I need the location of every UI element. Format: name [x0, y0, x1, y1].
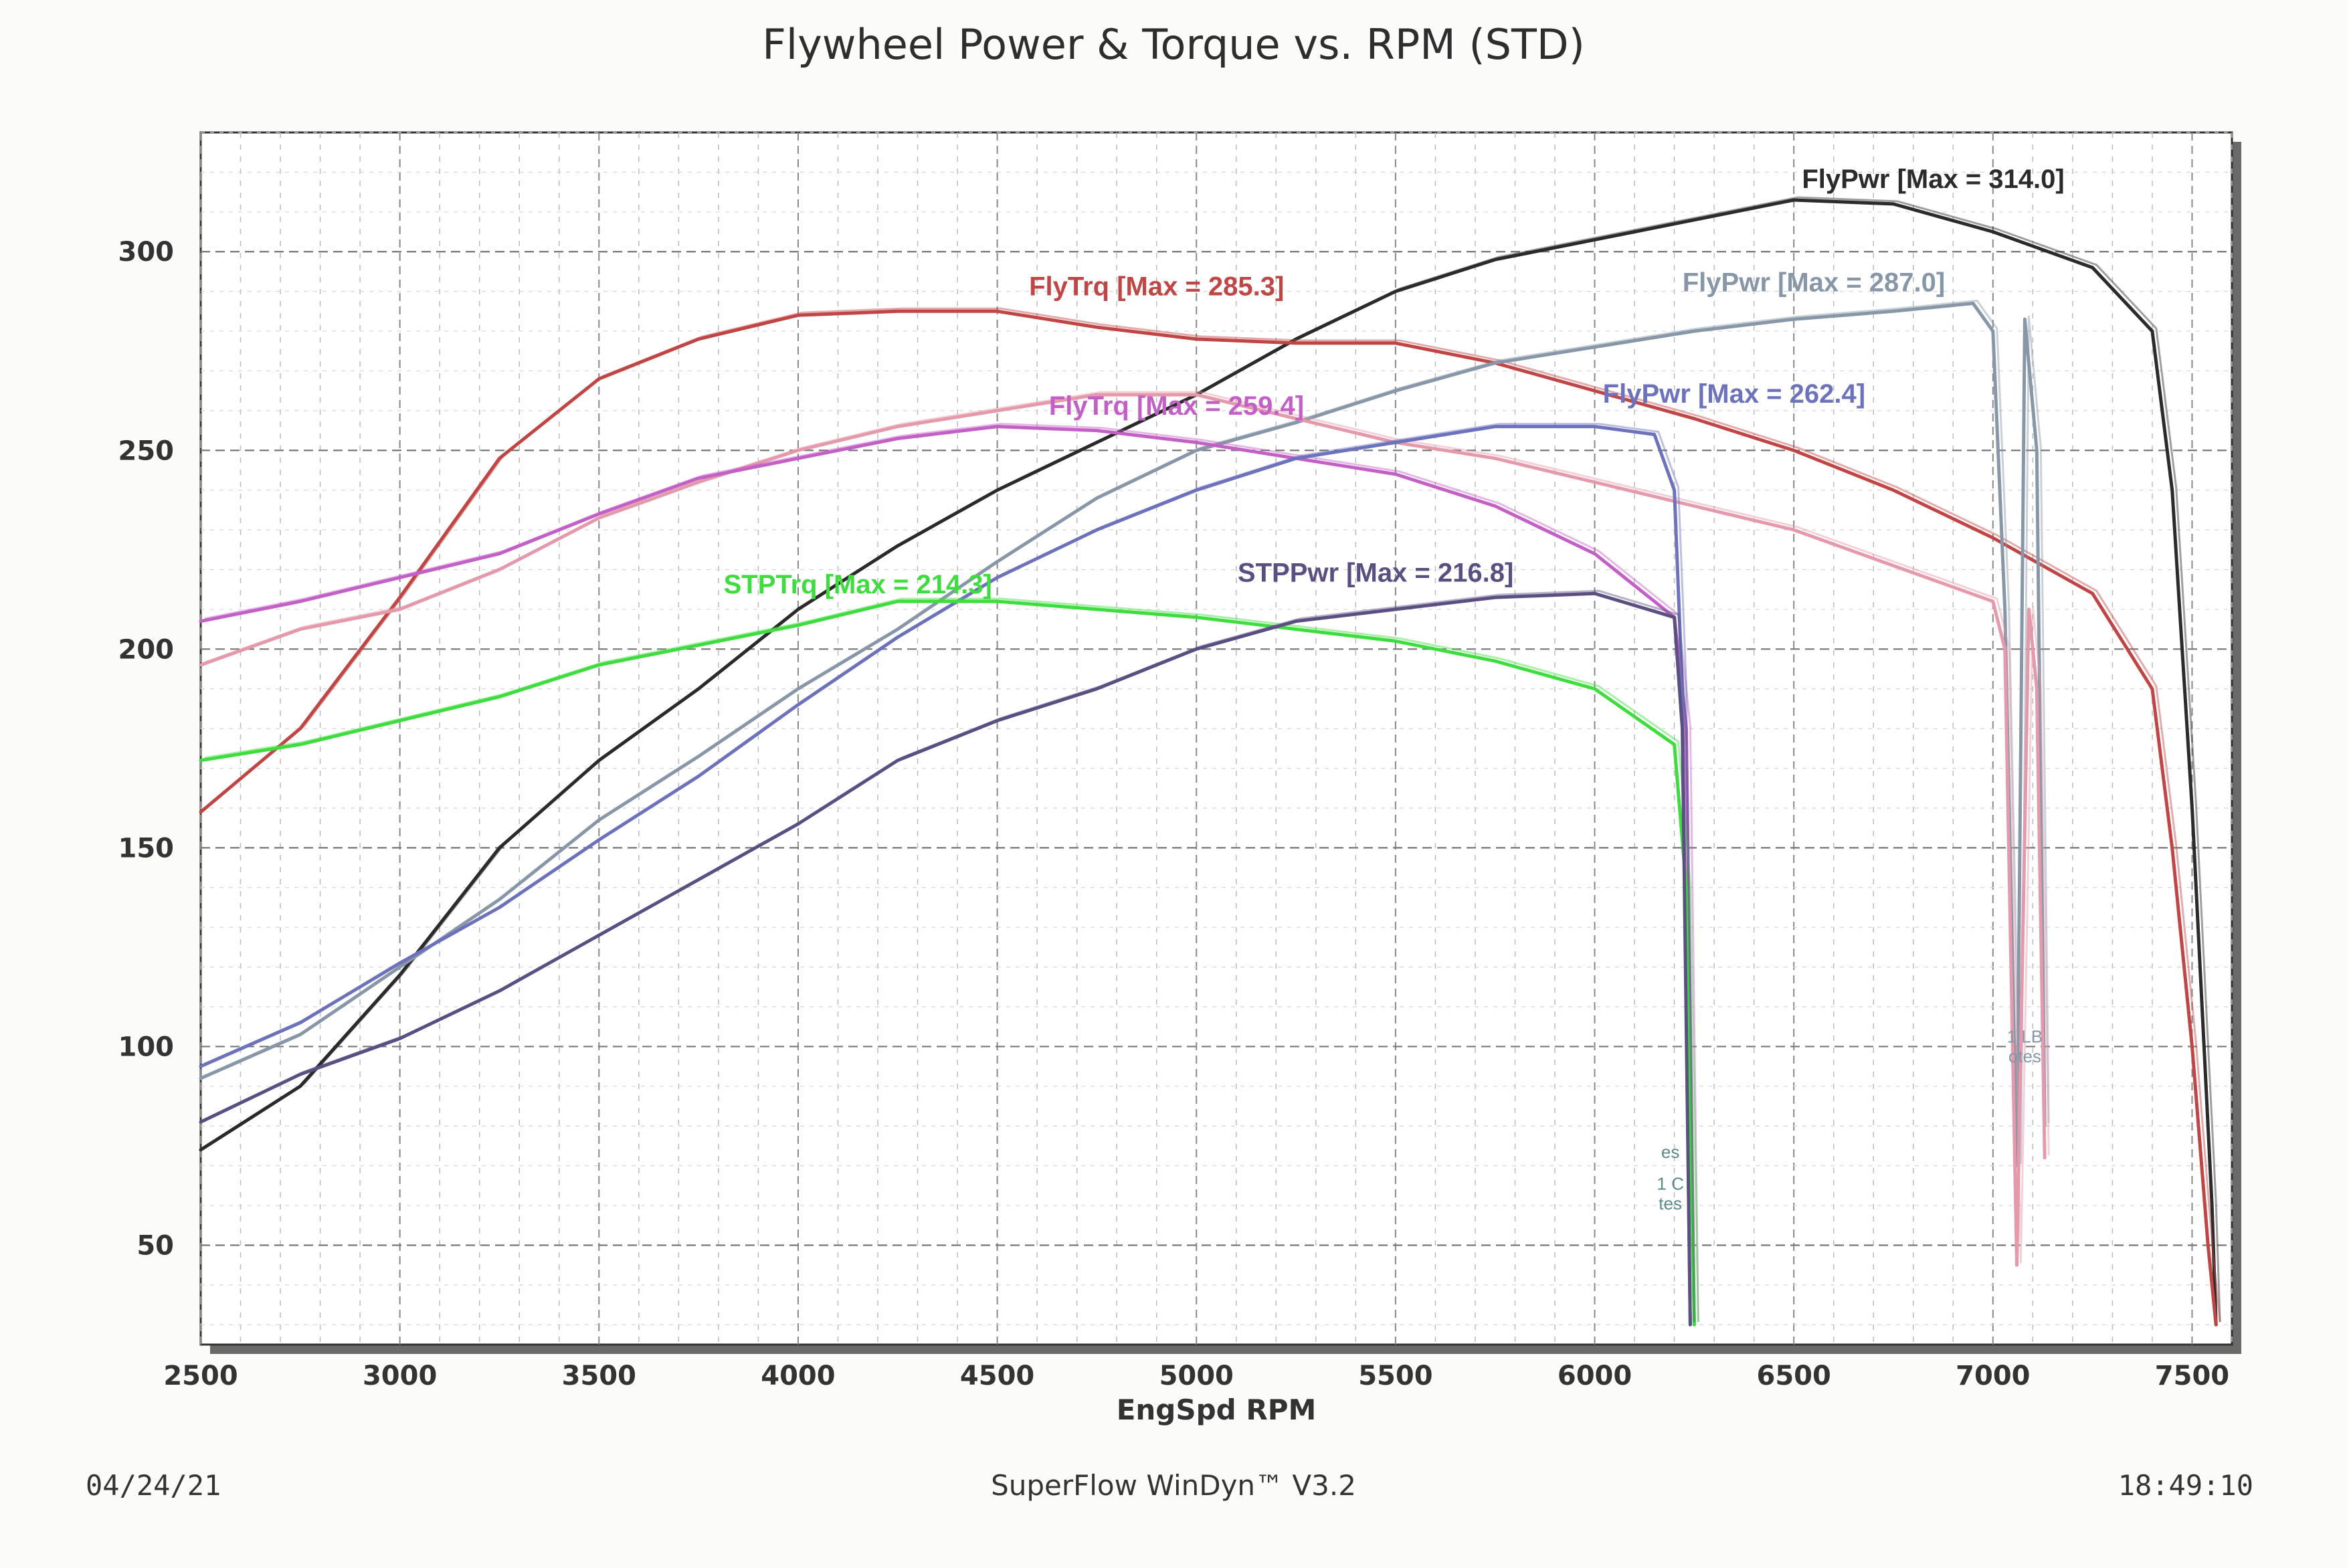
x-tick-label: 5000 — [1159, 1361, 1234, 1391]
series-label: STPPwr [Max = 216.8] — [1238, 558, 1513, 587]
stamp-note: es — [1661, 1142, 1679, 1162]
stamp-note: tes — [1659, 1193, 1682, 1213]
x-tick-label: 3500 — [562, 1361, 636, 1391]
y-tick-label: 100 — [118, 1032, 175, 1062]
x-tick-label: 2500 — [163, 1361, 238, 1391]
grid-lines — [200, 132, 2233, 1345]
series-line — [199, 309, 2218, 1327]
plot-area — [199, 131, 2233, 1346]
y-tick-label: 50 — [136, 1230, 174, 1261]
x-tick-label: 7000 — [1956, 1361, 2030, 1391]
x-tick-label: 5500 — [1358, 1361, 1432, 1391]
chart-title: Flywheel Power & Torque vs. RPM (STD) — [762, 20, 1585, 69]
stamp-note: 1 LB — [2007, 1026, 2043, 1046]
series-line — [199, 425, 1692, 1327]
x-tick-label: 4000 — [761, 1361, 835, 1391]
series-line-run-2 — [204, 300, 2050, 1165]
x-tick-label: 6500 — [1757, 1361, 1831, 1391]
series-line-run-2 — [204, 423, 1695, 1322]
x-tick-labels: 2500 3000 3500 4000 4500 5000 5500 6000 6500 7000… — [163, 1361, 2229, 1391]
series-line-run-2 — [204, 597, 1699, 1322]
series-labels: FlyPwr [Max = 314.0] FlyTrq [Max = 285.3]… — [724, 165, 2065, 599]
series-label: FlyPwr [Max = 262.4] — [1603, 379, 1865, 409]
series-line-run-2 — [204, 423, 1699, 1322]
x-tick-label: 7500 — [2155, 1361, 2229, 1391]
series-line — [199, 425, 1696, 1327]
series-label: STPTrq [Max = 214.3] — [724, 570, 992, 599]
series-label: FlyTrq [Max = 259.4] — [1049, 391, 1304, 421]
date-stamp: 04/24/21 — [86, 1469, 221, 1502]
y-tick-label: 300 — [118, 237, 175, 268]
y-tick-labels: 50 100 150 200 250 300 — [118, 237, 175, 1261]
series-line-run-2 — [204, 307, 2221, 1322]
x-tick-label: 6000 — [1558, 1361, 1632, 1391]
y-tick-label: 250 — [118, 435, 175, 466]
series-line — [199, 393, 2047, 1267]
stamp-note: otes — [2008, 1046, 2041, 1066]
series-line-run-2 — [204, 589, 1695, 1322]
series-label: FlyTrq [Max = 285.3] — [1029, 272, 1284, 302]
series-label: FlyPwr [Max = 287.0] — [1683, 268, 1945, 298]
series-line — [199, 591, 1692, 1327]
series-label: FlyPwr [Max = 314.0] — [1802, 165, 2064, 194]
x-axis-label: EngSpd RPM — [1117, 1393, 1317, 1426]
x-tick-label: 3000 — [363, 1361, 437, 1391]
series-line — [199, 302, 2047, 1168]
software-version: SuperFlow WinDyn™ V3.2 — [991, 1469, 1356, 1502]
series-line-run-2 — [204, 391, 2050, 1264]
time-stamp: 18:49:10 — [2118, 1469, 2253, 1502]
series-lines — [199, 196, 2221, 1327]
series-line — [199, 198, 2218, 1327]
y-tick-label: 150 — [118, 833, 175, 864]
y-tick-label: 200 — [118, 634, 175, 665]
x-tick-label: 4500 — [960, 1361, 1034, 1391]
series-line — [199, 599, 1696, 1327]
series-line-run-2 — [204, 196, 2221, 1322]
stamp-note: 1 C — [1657, 1173, 1683, 1193]
plot-background — [199, 131, 2233, 1346]
